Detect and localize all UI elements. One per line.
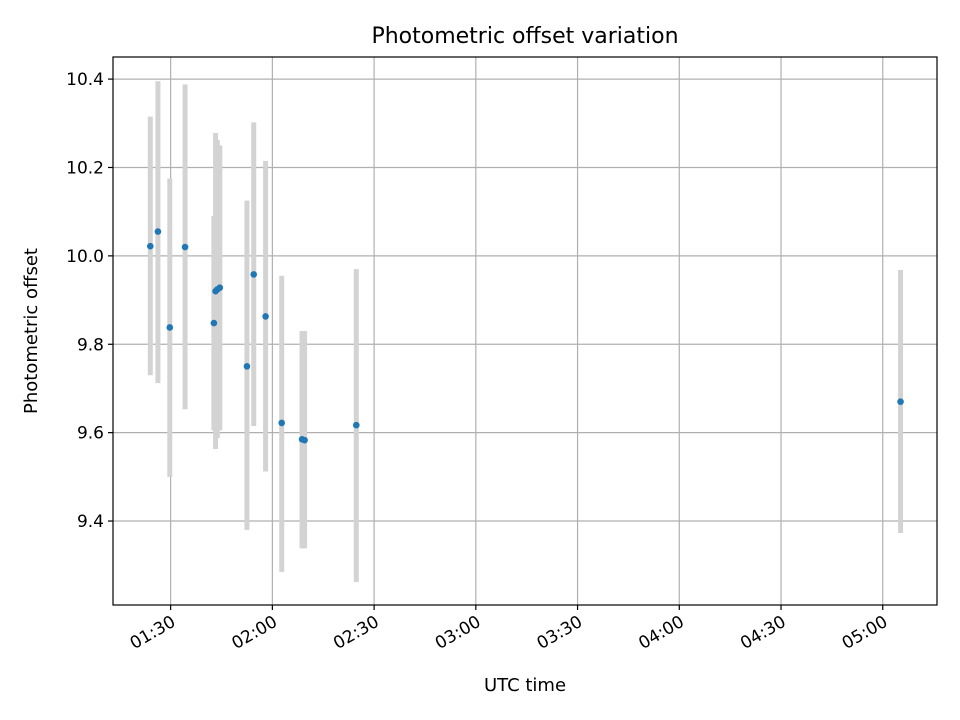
x-tick-label: 02:00 — [228, 612, 280, 654]
grid-lines — [113, 57, 937, 605]
y-tick-label: 10.0 — [66, 247, 104, 267]
y-tick-label: 9.8 — [77, 335, 104, 355]
data-point — [166, 324, 174, 331]
data-point — [353, 421, 360, 429]
y-tick-label: 10.2 — [66, 158, 104, 178]
plot-frame — [112, 56, 938, 606]
y-tick-label: 10.4 — [66, 70, 104, 90]
x-tick-label: 03:00 — [432, 612, 484, 654]
data-point — [262, 313, 269, 320]
x-axis-ticks: 01:30 02:00 02:30 03:00 03:30 04:00 04:30 05:00 — [127, 605, 891, 654]
x-tick-label: 01:30 — [127, 612, 179, 654]
data-point — [216, 284, 224, 291]
x-tick-label: 04:30 — [737, 612, 789, 654]
y-tick-label: 9.4 — [77, 512, 104, 532]
x-tick-label: 02:30 — [330, 612, 382, 654]
y-axis-label: Photometric offset — [21, 248, 42, 414]
data-point — [154, 228, 162, 235]
data-point — [278, 419, 285, 427]
data-point — [181, 243, 189, 251]
x-tick-label: 05:00 — [839, 612, 891, 654]
data-point — [301, 436, 308, 444]
data-points — [147, 228, 904, 444]
data-point — [243, 363, 251, 370]
chart-title: Photometric offset variation — [371, 24, 678, 49]
y-tick-label: 9.6 — [77, 424, 104, 444]
error-bars — [147, 81, 904, 583]
data-point — [147, 242, 154, 250]
data-point — [250, 271, 258, 278]
x-tick-label: 03:30 — [534, 612, 586, 654]
x-axis-label: UTC time — [484, 675, 566, 696]
data-point — [210, 319, 218, 327]
y-axis-ticks: 9.4 9.6 9.8 10.0 10.2 10.4 — [66, 70, 113, 532]
data-point — [897, 398, 904, 406]
x-tick-label: 04:00 — [635, 612, 687, 654]
